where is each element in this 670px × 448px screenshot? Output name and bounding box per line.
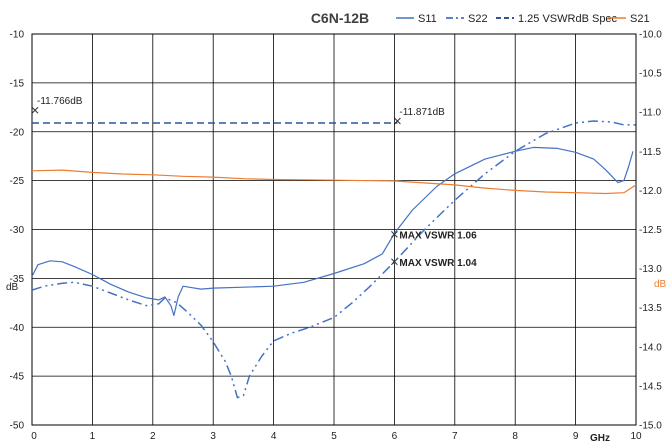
annotation-marker (31, 106, 39, 114)
y-right-tick-label: -14.5 (639, 381, 662, 392)
x-tick-label: 4 (271, 431, 277, 442)
s11-line (31, 146, 634, 317)
series-layer (31, 120, 637, 399)
annotation-marker (394, 117, 401, 125)
s21-line (31, 169, 637, 195)
annotation-label: MAX VSWR 1.06 (399, 230, 477, 241)
grid (31, 33, 637, 426)
legend-label: S21 (630, 13, 650, 25)
tick-labels: 0 1 2 3 4 5 6 7 8 9 10 -10 -15 -20 -25 -30 -35 -40 -45 -50 -… (10, 30, 663, 443)
x-tick-label: 10 (630, 431, 642, 442)
legend-item: S22 (446, 13, 488, 25)
y-left-tick-label: -45 (10, 372, 25, 383)
legend-item: 1.25 VSWRdB Spec (496, 13, 618, 25)
s22-line (31, 120, 636, 399)
y-left-tick-label: -35 (10, 274, 25, 285)
x-tick-label: 1 (90, 431, 96, 442)
y-left-tick-label: -10 (10, 30, 25, 41)
y-left-tick-label: -30 (10, 225, 25, 236)
y-right-tick-label: -10.0 (639, 30, 662, 41)
x-tick-label: 8 (512, 431, 518, 442)
y-right-tick-label: -13.0 (639, 264, 662, 275)
y-left-axis-label: dB (6, 282, 19, 293)
annotation-marker (391, 231, 398, 238)
y-right-tick-label: -15.0 (639, 421, 662, 432)
x-tick-label: 2 (150, 431, 156, 442)
x-tick-label: 9 (573, 431, 579, 442)
annotation-layer: -11.766dB -11.871dB MAX VSWR 1.06 MAX VSWR … (31, 96, 477, 269)
annotation-label: -11.871dB (399, 107, 445, 118)
x-tick-label: 7 (452, 431, 458, 442)
annotation-label: -11.766dB (37, 96, 83, 107)
legend-label: 1.25 VSWRdB Spec (518, 13, 618, 25)
y-right-tick-label: -11.5 (639, 147, 661, 158)
legend: S11 S22 1.25 VSWRdB Spec S21 (396, 13, 650, 25)
chart-title: C6N-12B (311, 10, 369, 26)
annotation-marker (391, 258, 398, 266)
x-axis-label: GHz (590, 433, 610, 444)
y-left-tick-label: -40 (10, 323, 25, 334)
y-left-tick-label: -15 (10, 78, 25, 89)
legend-label: S22 (468, 13, 488, 25)
legend-item: S11 (396, 13, 437, 25)
legend-label: S11 (418, 13, 437, 25)
y-right-axis-label: dB (654, 279, 667, 290)
y-left-tick-label: -25 (10, 176, 25, 187)
y-left-tick-label: -50 (10, 421, 25, 432)
y-right-tick-label: -13.5 (639, 303, 662, 314)
y-right-tick-label: -11.0 (639, 108, 661, 119)
y-right-tick-label: -14.0 (639, 342, 662, 353)
legend-item: S21 (608, 13, 650, 25)
y-right-tick-label: -12.0 (639, 186, 662, 197)
x-tick-label: 6 (392, 431, 398, 442)
x-tick-label: 0 (31, 431, 37, 442)
y-right-tick-label: -10.5 (639, 69, 662, 80)
annotation-label: MAX VSWR 1.04 (399, 258, 477, 269)
x-tick-label: 3 (210, 431, 216, 442)
y-left-tick-label: -20 (10, 127, 25, 138)
y-right-tick-label: -12.5 (639, 225, 662, 236)
x-tick-label: 5 (331, 431, 337, 442)
